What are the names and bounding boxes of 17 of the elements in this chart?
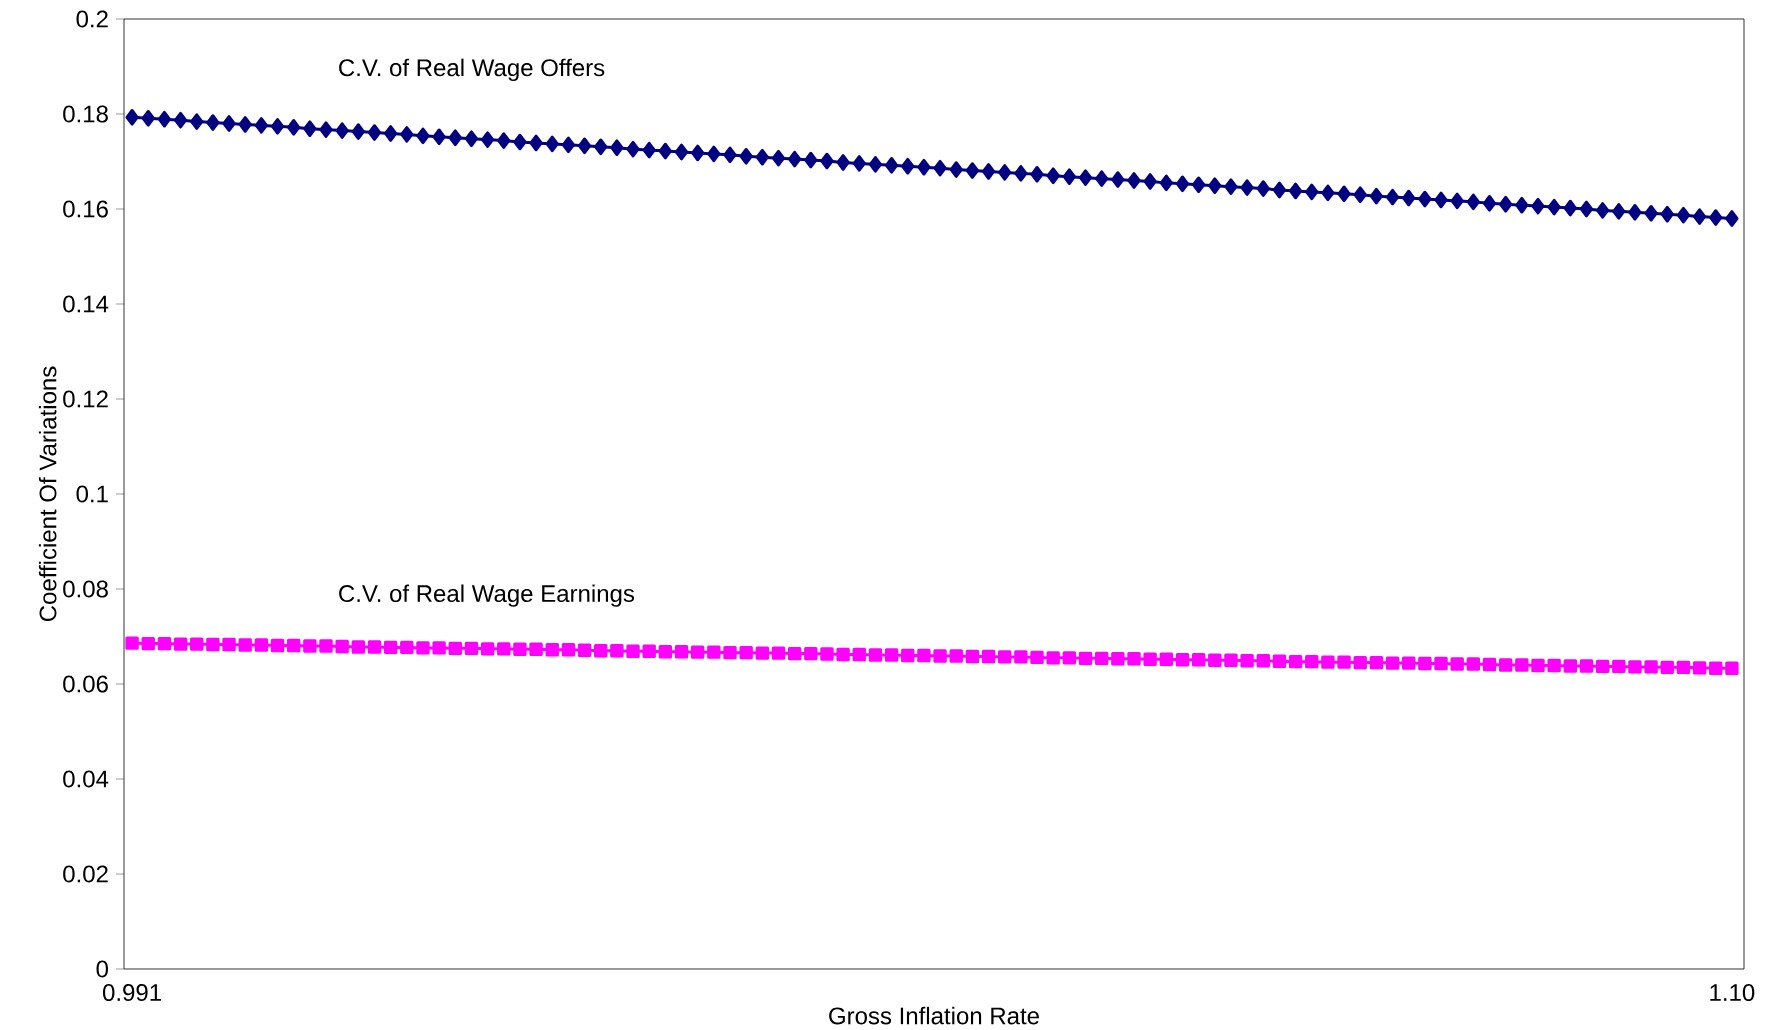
y-tick-label: 0.12 <box>63 390 108 408</box>
y-tick-label: 0.18 <box>63 105 108 123</box>
y-tick-label: 0.2 <box>76 10 108 28</box>
y-tick-label: 0.02 <box>63 865 108 883</box>
y-axis-title: Coefficient Of Variations <box>38 366 57 622</box>
y-tick-label: 0.04 <box>63 770 109 788</box>
x-axis-title: Gross Inflation Rate <box>829 1006 1039 1025</box>
y-tick-label: 0.06 <box>63 675 108 693</box>
y-tick-label: 0.16 <box>63 200 108 218</box>
x-tick-label: 1.10 <box>1710 984 1755 1002</box>
x-tick-label: 0.991 <box>102 984 161 1002</box>
series-label: C.V. of Real Wage Offers <box>339 58 605 82</box>
y-tick-label: 0.08 <box>63 580 108 598</box>
y-tick-label: 0.14 <box>63 295 109 313</box>
y-tick-label: 0 <box>96 960 109 978</box>
series-label: C.V. of Real Wage Earnings <box>339 584 635 607</box>
y-tick-label: 0.1 <box>76 485 108 503</box>
